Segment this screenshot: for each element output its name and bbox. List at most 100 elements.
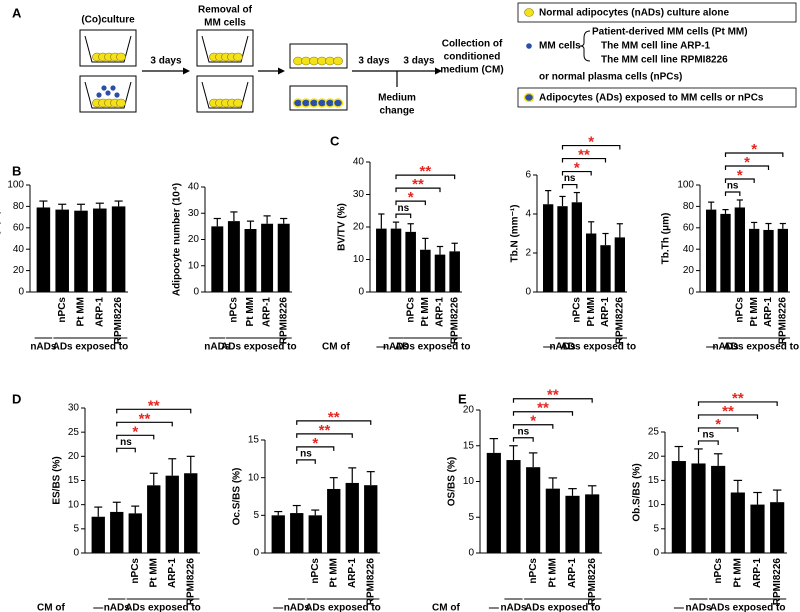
y-tick-label: 5 bbox=[73, 523, 79, 534]
bar bbox=[434, 254, 446, 292]
y-axis-label: BV/TV (%) bbox=[337, 203, 348, 251]
step-label: Removal of bbox=[198, 5, 253, 16]
y-tick-label: 30 bbox=[188, 208, 200, 219]
adipocyte bbox=[325, 56, 335, 66]
x-tick-label: nPCs bbox=[57, 297, 68, 323]
group-label: ADs exposed to bbox=[724, 342, 800, 353]
y-tick-label: 6 bbox=[525, 170, 531, 181]
y-tick-label: 40 bbox=[353, 157, 365, 168]
group-label: nADs bbox=[500, 603, 527, 612]
group-label: nADs bbox=[284, 603, 311, 612]
legend-text: MM cells bbox=[539, 41, 581, 52]
x-tick-label: RPMI8226 bbox=[278, 297, 289, 345]
group-label: nADs bbox=[712, 342, 739, 353]
y-axis-label: Oc.S/BS (%) bbox=[232, 468, 243, 526]
y-tick-label: 0 bbox=[468, 548, 474, 559]
legend-text: Normal adipocytes (nADs) culture alone bbox=[539, 8, 729, 19]
bar bbox=[290, 513, 304, 553]
step-label: Collection of bbox=[442, 39, 503, 50]
y-tick-label: 60 bbox=[683, 222, 695, 233]
significance-bracket bbox=[724, 191, 741, 196]
bar bbox=[128, 513, 142, 553]
bar bbox=[184, 473, 198, 553]
row-label: CM of bbox=[37, 603, 65, 612]
adipocyte bbox=[524, 8, 534, 17]
significance-bracket bbox=[561, 170, 592, 176]
significance-bracket bbox=[395, 187, 441, 193]
bar bbox=[557, 206, 568, 292]
y-tick-label: 20 bbox=[13, 265, 25, 276]
legend-box bbox=[517, 87, 797, 108]
dish-frame bbox=[196, 29, 254, 67]
significance-label: ** bbox=[412, 176, 424, 193]
dish-frame bbox=[289, 85, 348, 111]
mm-cell bbox=[110, 85, 116, 91]
group-label: nADs bbox=[30, 342, 57, 353]
significance-label: * bbox=[132, 423, 138, 440]
y-axis-label: Adipocyte number (10⁴) bbox=[172, 183, 183, 296]
significance-bracket bbox=[116, 447, 136, 453]
mm-cell bbox=[526, 43, 532, 49]
step-label: 3 days bbox=[150, 56, 182, 67]
x-tick-label: Pt MM bbox=[732, 558, 743, 587]
legend-text: The MM cell line ARP-1 bbox=[601, 41, 711, 52]
bar bbox=[585, 494, 600, 553]
bar bbox=[93, 208, 107, 292]
group-label: — bbox=[93, 603, 103, 612]
bar bbox=[545, 488, 560, 553]
arrow-head bbox=[435, 67, 442, 75]
adipocyte bbox=[293, 56, 303, 66]
y-tick-label: 0 bbox=[358, 287, 364, 298]
significance-bracket bbox=[697, 427, 739, 432]
significance-label: ** bbox=[537, 400, 549, 417]
significance-bracket bbox=[296, 420, 372, 425]
bar bbox=[420, 249, 431, 292]
x-tick-label: ARP-1 bbox=[600, 297, 611, 327]
x-tick-label: ARP-1 bbox=[347, 558, 358, 588]
bar bbox=[110, 511, 124, 553]
bar bbox=[211, 226, 224, 292]
significance-label: * bbox=[408, 189, 414, 206]
significance-label: ** bbox=[419, 163, 431, 180]
y-axis-label: Ob.S/BS (%) bbox=[632, 463, 643, 521]
y-tick-label: 5 bbox=[253, 510, 259, 521]
x-tick-label: nPCs bbox=[130, 558, 141, 584]
y-tick-label: 15 bbox=[463, 440, 475, 451]
x-tick-label: nPCs bbox=[310, 558, 321, 584]
bar bbox=[390, 228, 402, 292]
significance-label: ns bbox=[120, 437, 132, 448]
y-axis-label: Tb.Th (μm) bbox=[661, 213, 672, 265]
bar bbox=[763, 229, 774, 292]
bar bbox=[261, 223, 274, 292]
significance-bracket bbox=[512, 437, 534, 442]
step-label: Medium bbox=[378, 93, 416, 104]
significance-label: ** bbox=[148, 397, 160, 414]
bar bbox=[271, 515, 285, 553]
group-label: ADs exposed to bbox=[525, 603, 601, 612]
bar bbox=[720, 213, 731, 292]
bar bbox=[706, 209, 717, 292]
x-tick-label: Pt MM bbox=[245, 297, 256, 326]
group-label: — bbox=[376, 342, 386, 353]
x-tick-label: ARP-1 bbox=[435, 297, 446, 327]
exposed-adipocyte bbox=[332, 98, 344, 108]
dish-frame bbox=[79, 29, 137, 67]
y-axis-label: OS/BS (%) bbox=[447, 457, 458, 506]
y-tick-label: 30 bbox=[68, 403, 80, 414]
significance-bracket bbox=[561, 183, 578, 189]
x-tick-label: ARP-1 bbox=[763, 297, 774, 327]
step-label: change bbox=[379, 106, 414, 117]
group-label: — bbox=[273, 603, 283, 612]
group-label: ADs exposed to bbox=[710, 603, 786, 612]
significance-bracket bbox=[116, 434, 155, 440]
bar bbox=[600, 245, 611, 292]
step-label: conditioned bbox=[444, 52, 501, 63]
y-tick-label: 0 bbox=[73, 548, 79, 559]
dish-frame bbox=[196, 75, 254, 113]
y-tick-label: 30 bbox=[353, 189, 365, 200]
mm-cell bbox=[101, 85, 107, 91]
y-tick-label: 0 bbox=[18, 287, 24, 298]
y-tick-label: 20 bbox=[188, 234, 200, 245]
significance-bracket bbox=[724, 165, 770, 170]
bar bbox=[750, 504, 765, 553]
